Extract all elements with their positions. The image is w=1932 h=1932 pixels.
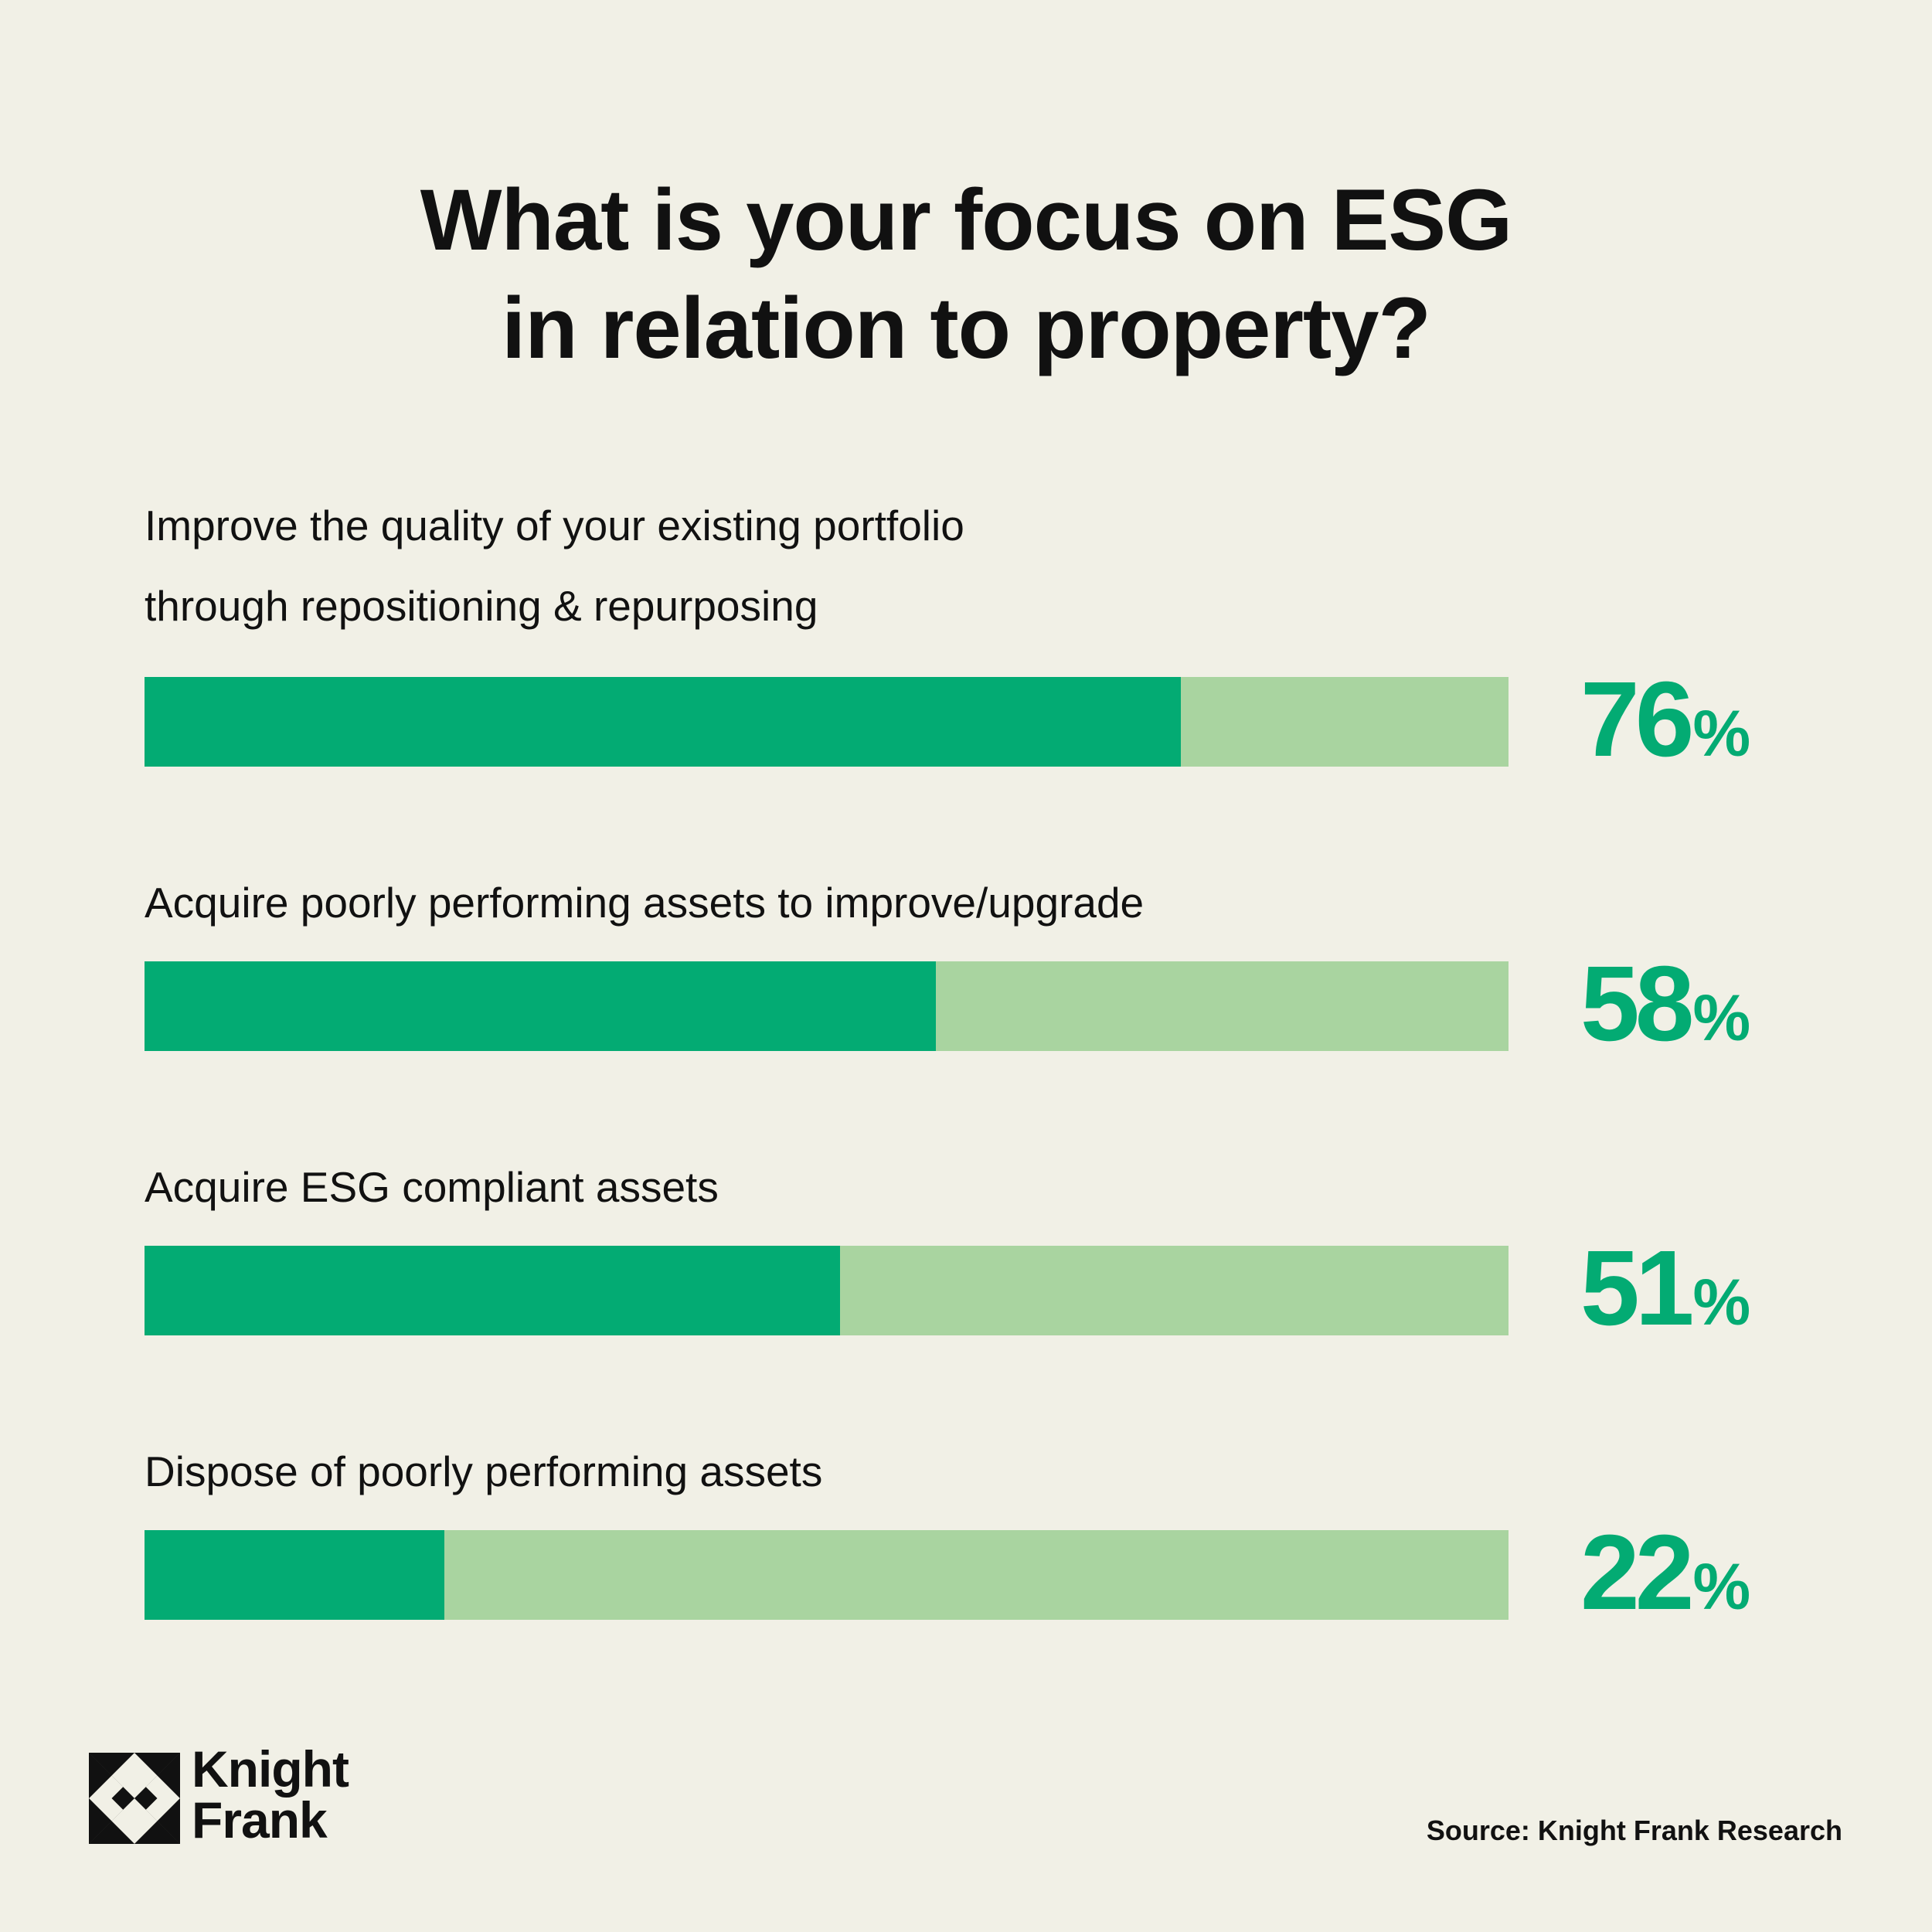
logo-wordmark: Knight Frank xyxy=(192,1743,349,1845)
bar-track xyxy=(145,1530,1509,1620)
logo-line-2: Frank xyxy=(192,1791,328,1849)
bar-value-number: 22 xyxy=(1580,1513,1694,1632)
bar-category-label-line: Acquire ESG compliant assets xyxy=(145,1163,719,1211)
bar-value-unit: % xyxy=(1692,697,1751,770)
knight-frank-diamond-icon xyxy=(89,1753,180,1844)
knight-frank-logo: Knight Frank xyxy=(89,1743,352,1852)
bar-value-unit: % xyxy=(1692,1550,1751,1623)
bar xyxy=(145,961,936,1051)
source-note: Source: Knight Frank Research xyxy=(1426,1815,1842,1846)
bar-category-label: Acquire poorly performing assets to impr… xyxy=(145,862,1536,943)
bar-category-label: Dispose of poorly performing assets xyxy=(145,1431,1536,1512)
bar-track xyxy=(145,1246,1509,1335)
bar-track xyxy=(145,677,1509,767)
bar-category-label-line: Acquire poorly performing assets to impr… xyxy=(145,879,1145,927)
bar-value-label: 22% xyxy=(1580,1519,1750,1626)
bar-value-number: 76 xyxy=(1580,660,1694,779)
chart-title-line-2: in relation to property? xyxy=(502,280,1431,376)
bar-value-label: 58% xyxy=(1580,951,1750,1057)
bar xyxy=(145,1530,444,1620)
bar-category-label-line: through repositioning & repurposing xyxy=(145,582,818,630)
logo-line-1: Knight xyxy=(192,1740,349,1798)
bar-category-label: Acquire ESG compliant assets xyxy=(145,1147,1536,1227)
bar-track xyxy=(145,961,1509,1051)
bar-value-number: 58 xyxy=(1580,944,1694,1063)
bar xyxy=(145,1246,840,1335)
chart-title-line-1: What is your focus on ESG xyxy=(420,172,1512,268)
bar-value-number: 51 xyxy=(1580,1229,1694,1348)
bar-category-label-line: Improve the quality of your existing por… xyxy=(145,502,964,549)
bar-value-label: 51% xyxy=(1580,1235,1750,1342)
bar-value-unit: % xyxy=(1692,1266,1751,1338)
chart-title: What is your focus on ESG in relation to… xyxy=(0,166,1932,383)
bar xyxy=(145,677,1181,767)
bar-category-label: Improve the quality of your existing por… xyxy=(145,485,1536,646)
bar-value-label: 76% xyxy=(1580,666,1750,773)
bar-category-label-line: Dispose of poorly performing assets xyxy=(145,1447,823,1495)
bar-value-unit: % xyxy=(1692,981,1751,1054)
